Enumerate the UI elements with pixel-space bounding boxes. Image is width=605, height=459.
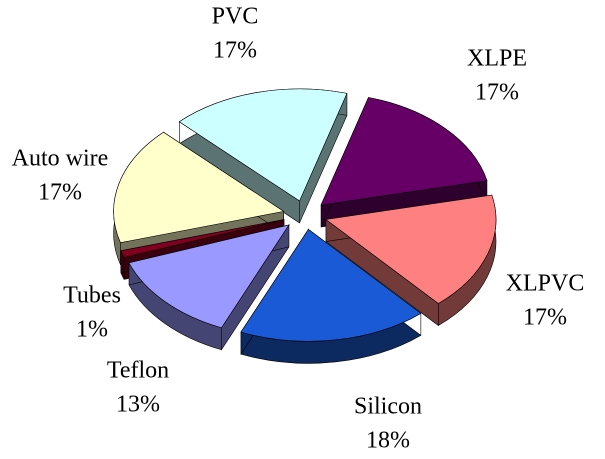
slice-label: XLPE xyxy=(467,46,527,72)
slice-label: Silicon xyxy=(354,394,422,420)
pie-slice xyxy=(325,194,497,304)
slice-value-label: 1% xyxy=(76,317,108,343)
slice-value-label: 17% xyxy=(213,38,257,64)
slice-value-label: 13% xyxy=(116,392,160,418)
slice-label: PVC xyxy=(212,4,259,30)
pie-slice xyxy=(320,97,488,206)
pie-slice xyxy=(128,224,290,329)
pie-slice xyxy=(240,228,422,342)
slice-label: Auto wire xyxy=(12,146,109,172)
pie-slice xyxy=(178,88,348,202)
slice-label: Teflon xyxy=(107,358,169,384)
slice-label: Tubes xyxy=(63,283,121,309)
slice-value-label: 17% xyxy=(523,305,567,331)
pie-slice xyxy=(120,219,285,258)
slice-value-label: 18% xyxy=(366,428,410,454)
slice-label: XLPVC xyxy=(506,271,585,297)
slice-value-label: 17% xyxy=(475,80,519,106)
slice-value-label: 17% xyxy=(38,180,82,206)
pie-slice xyxy=(113,131,285,243)
